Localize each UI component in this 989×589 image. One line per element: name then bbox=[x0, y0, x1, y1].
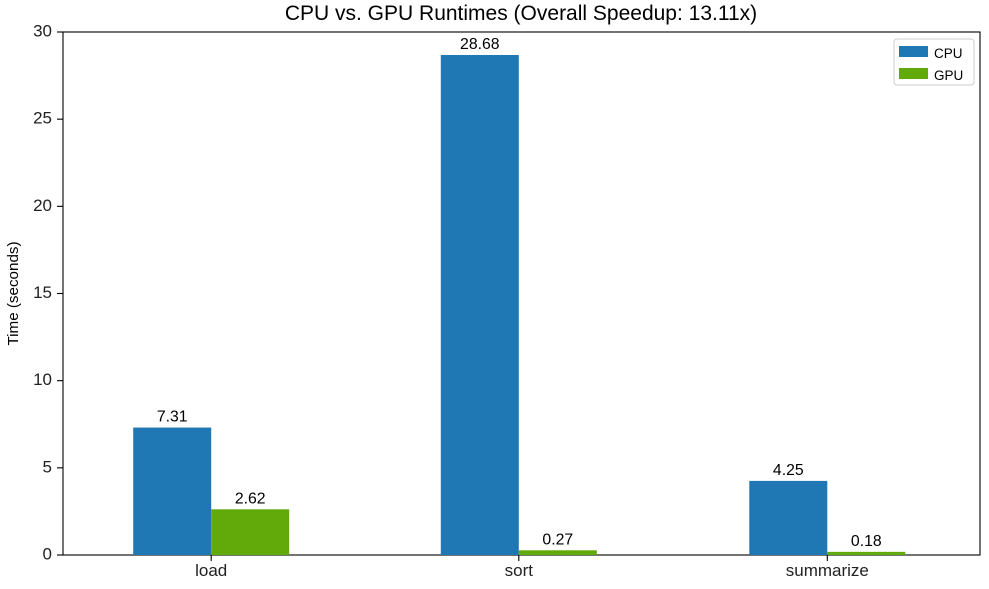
svg-text:summarize: summarize bbox=[786, 561, 869, 580]
svg-text:20: 20 bbox=[33, 196, 52, 215]
svg-text:30: 30 bbox=[33, 22, 52, 41]
svg-text:28.68: 28.68 bbox=[460, 36, 500, 53]
svg-text:sort: sort bbox=[505, 561, 534, 580]
svg-text:7.31: 7.31 bbox=[157, 409, 188, 426]
svg-text:GPU: GPU bbox=[934, 68, 963, 83]
svg-text:0.18: 0.18 bbox=[851, 533, 882, 550]
svg-text:15: 15 bbox=[33, 283, 52, 302]
svg-text:5: 5 bbox=[43, 457, 52, 476]
svg-text:0.27: 0.27 bbox=[542, 531, 573, 548]
svg-text:CPU vs. GPU Runtimes (Overall: CPU vs. GPU Runtimes (Overall Speedup: 1… bbox=[285, 2, 757, 25]
svg-text:0: 0 bbox=[43, 545, 52, 564]
svg-text:CPU: CPU bbox=[934, 46, 963, 61]
svg-text:2.62: 2.62 bbox=[235, 490, 266, 507]
svg-text:4.25: 4.25 bbox=[773, 462, 804, 479]
svg-text:load: load bbox=[195, 561, 227, 580]
svg-text:25: 25 bbox=[33, 109, 52, 128]
svg-text:10: 10 bbox=[33, 370, 52, 389]
svg-text:Time (seconds): Time (seconds) bbox=[5, 241, 22, 345]
